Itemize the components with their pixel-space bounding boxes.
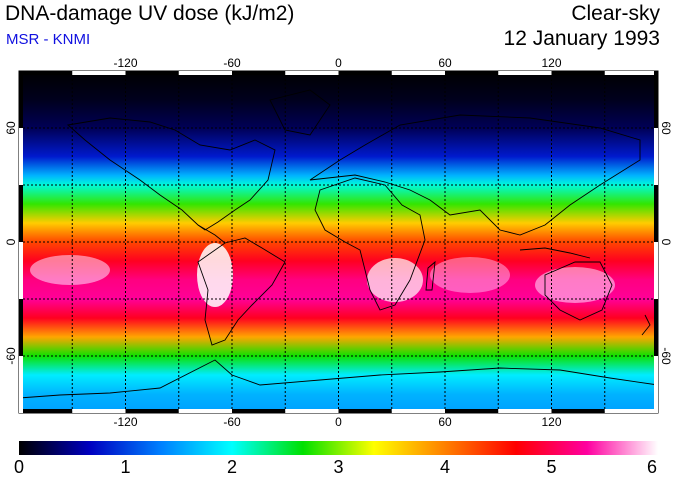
lon-labels-bottom: -120 -60 0 60 120: [113, 415, 561, 429]
lon-label-top: -60: [223, 56, 241, 70]
colorbar: [19, 441, 658, 455]
map-title: DNA-damage UV dose (kJ/m2): [5, 2, 295, 25]
hotspots: [30, 243, 615, 307]
lat-label-right: 0: [659, 239, 673, 246]
colorbar-label: 5: [546, 457, 557, 477]
greenland-coast: [269, 89, 331, 136]
source-label: MSR - KNMI: [6, 31, 91, 48]
hotspot-southern-africa: [367, 258, 423, 302]
eurasia-coast: [309, 114, 641, 236]
lat-label-right: 60: [659, 121, 673, 135]
hotspot-australia: [535, 267, 615, 303]
lat-labels-left: 60 0 -60: [4, 121, 18, 365]
date-label: 12 January 1993: [503, 27, 660, 50]
antarctica-coast: [19, 359, 658, 399]
hotspot-pacific-west: [30, 255, 110, 285]
colorbar-label: 6: [646, 457, 658, 477]
lon-label-bottom: -60: [223, 415, 241, 429]
australia-coast: [544, 261, 613, 321]
indonesia-coast: [519, 247, 591, 259]
south-america-coast: [197, 237, 286, 346]
madagascar-coast: [425, 260, 436, 291]
africa-coast: [314, 177, 426, 311]
colorbar-label: 0: [13, 457, 25, 477]
lon-label-top: 120: [541, 56, 561, 70]
lat-label-right: -60: [659, 347, 673, 365]
hotspot-south-america: [197, 243, 233, 307]
lon-labels-top: -120 -60 0 60 120: [113, 56, 561, 70]
lat-label-left: 0: [4, 238, 18, 245]
frame-border-bars: [19, 71, 658, 413]
sky-condition-label: Clear-sky: [571, 2, 660, 25]
colorbar-label: 2: [226, 457, 238, 477]
lon-label-top: 0: [335, 56, 342, 70]
hotspot-indian-ocean: [430, 257, 510, 293]
lat-label-left: -60: [4, 347, 18, 365]
lon-label-top: 60: [438, 56, 452, 70]
lon-label-bottom: 60: [438, 415, 452, 429]
colorbar-label: 1: [120, 457, 131, 477]
new-zealand-coast: [641, 314, 651, 336]
colorbar-label: 3: [333, 457, 344, 477]
lon-label-bottom: 120: [541, 415, 561, 429]
graticule: [19, 71, 658, 413]
lon-label-bottom: 0: [335, 415, 342, 429]
central-america-coast: [197, 224, 226, 244]
lon-label-top: -120: [113, 56, 137, 70]
lat-label-left: 60: [4, 121, 18, 135]
colorbar-label: 4: [439, 457, 451, 477]
lat-labels-right: 60 0 -60: [659, 121, 673, 365]
lon-label-bottom: -120: [113, 415, 137, 429]
